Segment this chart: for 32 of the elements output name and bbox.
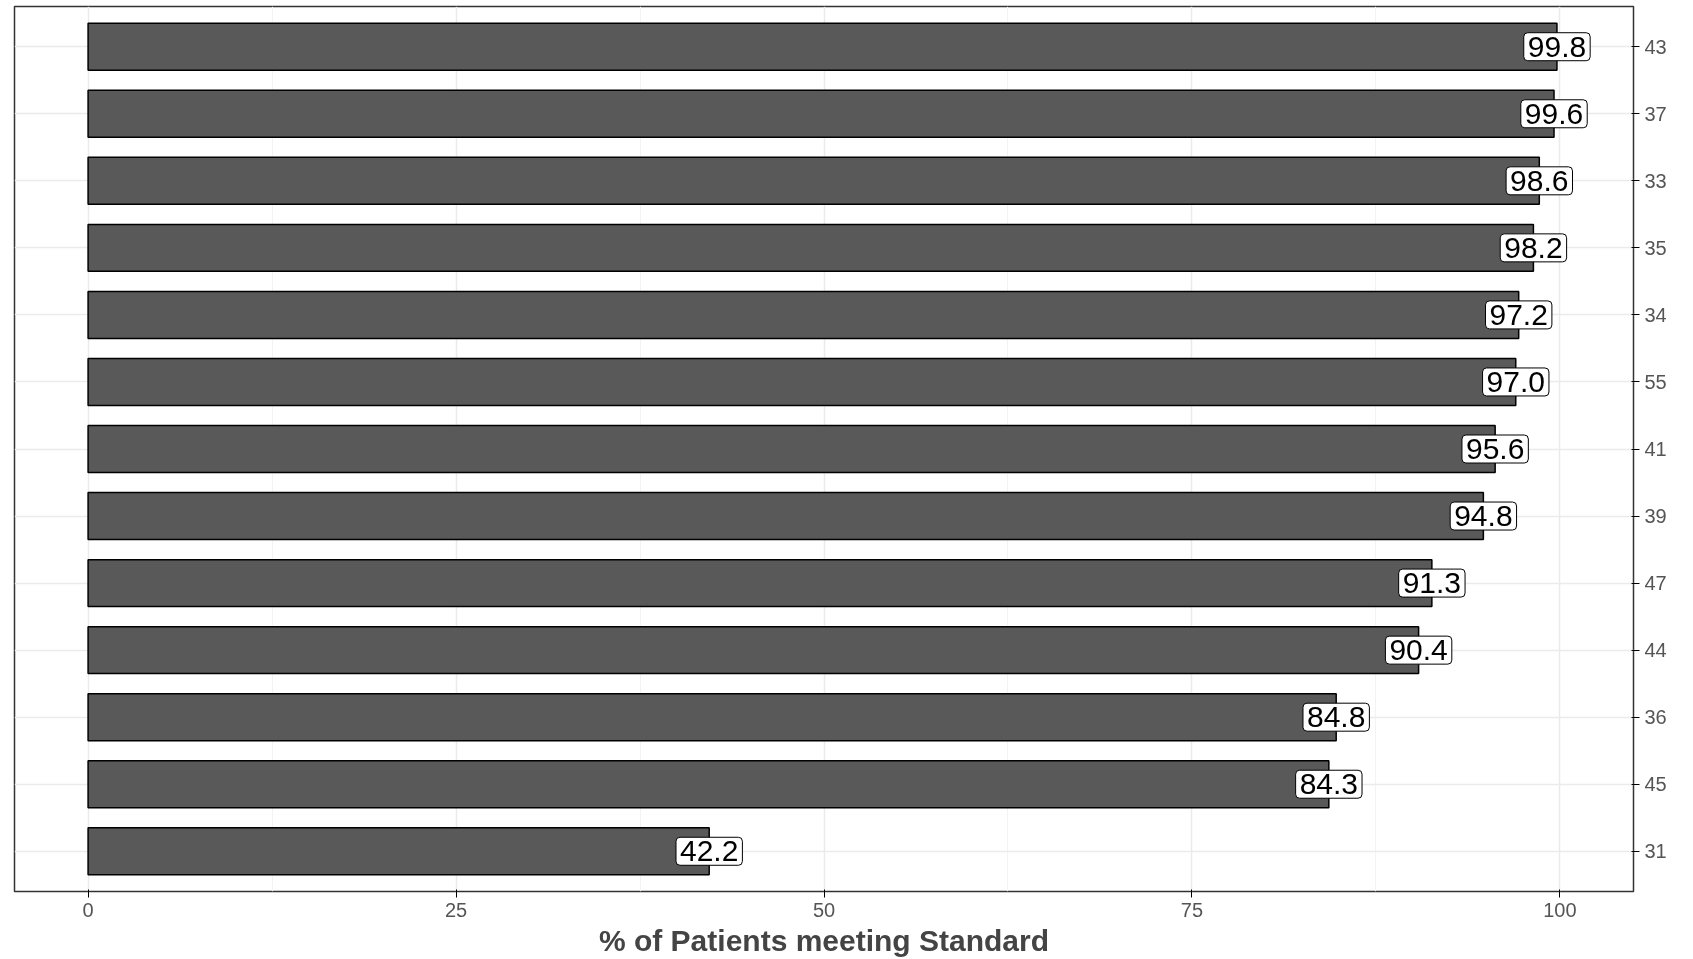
y-tick-label: 36 xyxy=(1644,706,1667,729)
x-tick-label: 75 xyxy=(1180,898,1204,921)
data-label: 97.2 xyxy=(1489,297,1548,331)
x-tick-label: 50 xyxy=(812,898,836,921)
data-label: 84.8 xyxy=(1307,700,1366,734)
data-label: 84.3 xyxy=(1299,767,1359,801)
y-tick-label: 43 xyxy=(1644,35,1667,58)
x-axis-title: % of Patients meeting Standard xyxy=(598,923,1050,957)
data-label: 99.6 xyxy=(1524,96,1584,130)
data-label: 99.8 xyxy=(1527,29,1587,63)
data-label: 94.8 xyxy=(1454,499,1513,533)
data-label: 42.2 xyxy=(680,834,739,868)
x-tick-label: 100 xyxy=(1543,898,1577,921)
x-tick-label: 25 xyxy=(444,898,468,921)
data-label: 91.3 xyxy=(1402,566,1462,600)
y-tick-label: 37 xyxy=(1644,102,1667,125)
y-tick-label: 33 xyxy=(1644,169,1667,192)
y-tick-label: 44 xyxy=(1644,639,1667,662)
data-label: 97.0 xyxy=(1486,364,1545,398)
data-label: 98.2 xyxy=(1504,230,1563,264)
y-tick-label: 47 xyxy=(1644,572,1667,595)
x-tick-label: 0 xyxy=(82,898,94,921)
data-label: 95.6 xyxy=(1465,432,1525,465)
y-tick-label: 35 xyxy=(1644,236,1667,259)
y-tick-label: 39 xyxy=(1644,505,1667,528)
y-tick-label: 45 xyxy=(1644,773,1667,796)
y-tick-label: 55 xyxy=(1644,370,1667,393)
y-tick-label: 34 xyxy=(1644,303,1667,326)
y-tick-label: 31 xyxy=(1644,840,1667,863)
y-tick-label: 41 xyxy=(1644,438,1667,460)
data-label: 90.4 xyxy=(1389,633,1448,667)
data-label: 98.6 xyxy=(1510,163,1569,197)
